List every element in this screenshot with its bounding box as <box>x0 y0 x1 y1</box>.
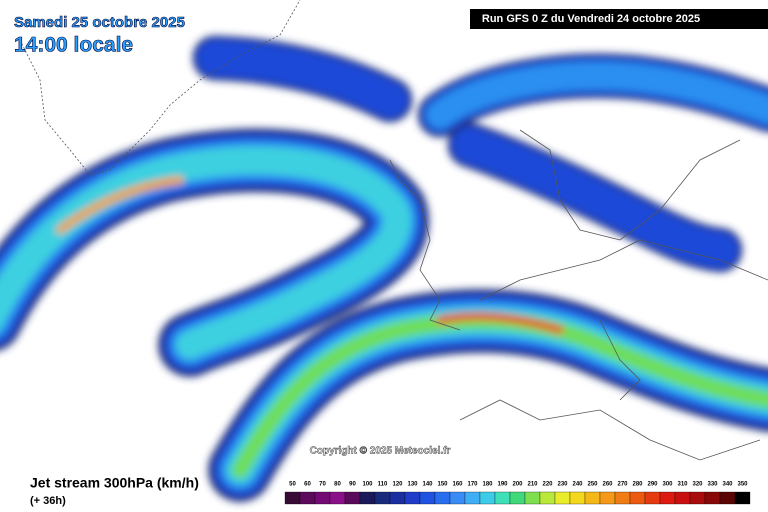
scale-label: 100 <box>362 482 373 488</box>
scale-swatch <box>629 491 646 505</box>
jet-band <box>232 313 768 478</box>
scale-label: 190 <box>497 482 508 488</box>
scale-swatch <box>659 491 676 505</box>
legend-lead: (+ 36h) <box>30 495 66 507</box>
jet-band <box>0 146 411 359</box>
scale-label: 180 <box>482 482 493 488</box>
scale-label: 270 <box>617 482 628 488</box>
scale-label: 240 <box>572 482 583 488</box>
scale-swatch <box>479 491 496 505</box>
scale-label: 150 <box>437 482 448 488</box>
scale-swatch <box>599 491 616 505</box>
scale-label: 250 <box>587 482 598 488</box>
scale-swatch <box>704 491 721 505</box>
scale-swatch <box>419 491 436 505</box>
scale-label: 60 <box>304 482 311 488</box>
scale-swatch <box>389 491 406 505</box>
jet-band <box>426 61 768 129</box>
scale-swatch <box>644 491 661 505</box>
scale-label: 290 <box>647 482 658 488</box>
scale-label: 280 <box>632 482 643 488</box>
copyright: Copyright © 2025 Meteociel.fr <box>310 446 451 457</box>
date-label: Samedi 25 octobre 2025 <box>14 14 185 31</box>
scale-label: 80 <box>334 482 341 488</box>
scale-label: 200 <box>512 482 523 488</box>
scale-swatch <box>614 491 631 505</box>
scale-swatch <box>719 491 736 505</box>
scale-label: 210 <box>527 482 538 488</box>
scale-swatch <box>464 491 481 505</box>
scale-swatch <box>434 491 451 505</box>
scale-swatch <box>569 491 586 505</box>
scale-label: 320 <box>692 482 703 488</box>
scale-swatch <box>494 491 511 505</box>
scale-swatch <box>344 491 361 505</box>
scale-label: 350 <box>737 482 748 488</box>
scale-label: 300 <box>662 482 673 488</box>
jet-band <box>451 126 739 269</box>
scale-swatch <box>539 491 556 505</box>
scale-label: 340 <box>722 482 733 488</box>
scale-label: 120 <box>392 482 403 488</box>
scale-swatch <box>584 491 601 505</box>
scale-label: 170 <box>467 482 478 488</box>
scale-swatch <box>734 491 751 505</box>
scale-label: 50 <box>289 482 296 488</box>
scale-swatch <box>299 491 316 505</box>
scale-label: 330 <box>707 482 718 488</box>
scale-label: 90 <box>349 482 356 488</box>
scale-swatch <box>359 491 376 505</box>
time-label: 14:00 locale <box>14 34 133 57</box>
scale-swatch <box>554 491 571 505</box>
run-label: Run GFS 0 Z du Vendredi 24 octobre 2025 <box>482 13 700 25</box>
scale-swatch <box>329 491 346 505</box>
color-scale: 50 60 70 80 90 100 110 120 130 140 150 160 170 180 190… <box>284 482 751 505</box>
jet-core <box>56 176 184 234</box>
run-box <box>470 9 768 29</box>
scale-swatch <box>524 491 541 505</box>
scale-swatch <box>374 491 391 505</box>
scale-label: 140 <box>422 482 433 488</box>
scale-label: 130 <box>407 482 418 488</box>
scale-label: 310 <box>677 482 688 488</box>
scale-label: 230 <box>557 482 568 488</box>
scale-swatch <box>689 491 706 505</box>
legend-title: Jet stream 300hPa (km/h) <box>30 475 199 491</box>
scale-swatch <box>284 491 301 505</box>
jet-core <box>436 312 564 334</box>
coastlines <box>19 0 768 461</box>
jet-band <box>196 39 409 119</box>
jet-streams <box>0 35 768 502</box>
scale-swatch <box>509 491 526 505</box>
scale-swatch <box>449 491 466 505</box>
scale-swatch <box>314 491 331 505</box>
scale-label: 70 <box>319 482 326 488</box>
scale-label: 220 <box>542 482 553 488</box>
scale-swatch <box>674 491 691 505</box>
scale-label: 110 <box>378 482 388 488</box>
scale-label: 160 <box>452 482 463 488</box>
scale-label: 260 <box>602 482 613 488</box>
scale-swatch <box>404 491 421 505</box>
